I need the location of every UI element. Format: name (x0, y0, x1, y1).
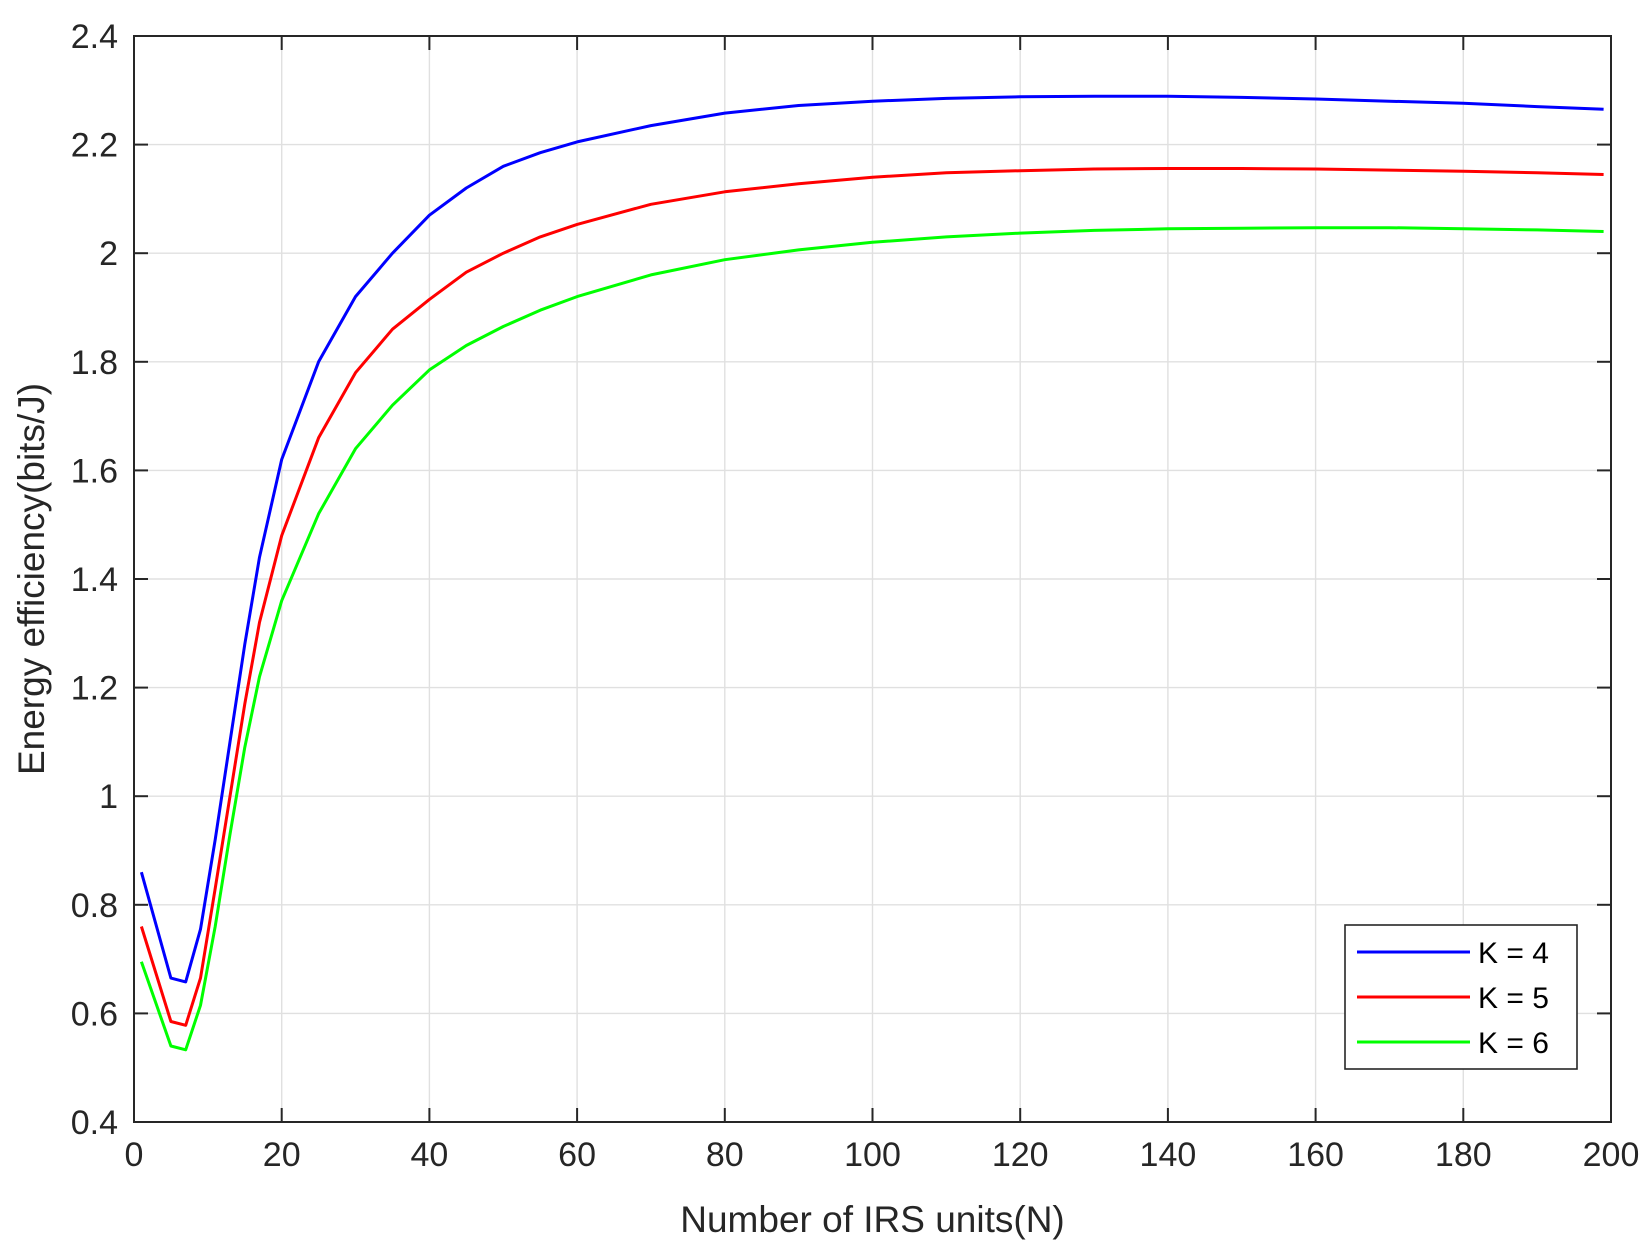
series-line-1 (139, 94, 1604, 984)
y-tick-label: 2.2 (71, 127, 118, 165)
y-tick-label: 2.4 (71, 18, 118, 56)
y-tick-label: 1 (99, 778, 118, 816)
y-tick-label: 1.8 (71, 344, 118, 382)
y-tick-label: 0.8 (71, 887, 118, 925)
y-tick-label: 0.4 (71, 1104, 118, 1142)
x-tick-label: 200 (1583, 1136, 1640, 1174)
x-tick-label: 160 (1287, 1136, 1344, 1174)
x-tick-label: 140 (1140, 1136, 1197, 1174)
x-tick-label: 120 (992, 1136, 1049, 1174)
series-group (139, 94, 1604, 1052)
y-tick-labels: 0.4 0.6 0.8 1 1.2 1.4 1.6 1.8 2 2.2 2.4 (71, 18, 118, 1142)
x-tick-label: 100 (844, 1136, 901, 1174)
y-tick-label: 1.2 (71, 670, 118, 708)
x-tick-label: 80 (706, 1136, 744, 1174)
x-axis-title: Number of IRS units(N) (680, 1199, 1065, 1240)
legend-label: K = 5 (1478, 982, 1549, 1015)
x-tick-label: 60 (558, 1136, 596, 1174)
y-tick-label: 0.6 (71, 995, 118, 1033)
x-tick-label: 20 (263, 1136, 301, 1174)
x-tick-labels: 0 20 40 60 80 100 120 140 160 180 200 (125, 1136, 1640, 1174)
y-axis-title: Energy efficiency(bits/J) (11, 383, 52, 775)
axis-ticks (133, 35, 1612, 1123)
series-line-3 (139, 226, 1604, 1052)
legend-label: K = 4 (1478, 937, 1549, 970)
y-tick-label: 1.6 (71, 452, 118, 490)
y-tick-label: 1.4 (71, 561, 118, 599)
x-tick-label: 40 (410, 1136, 448, 1174)
legend: K = 4 K = 5 K = 6 (1344, 924, 1578, 1070)
x-tick-label: 180 (1435, 1136, 1492, 1174)
series-line-2 (139, 167, 1604, 1027)
legend-label: K = 6 (1478, 1027, 1549, 1060)
x-tick-label: 0 (125, 1136, 144, 1174)
y-tick-label: 2 (99, 235, 118, 273)
